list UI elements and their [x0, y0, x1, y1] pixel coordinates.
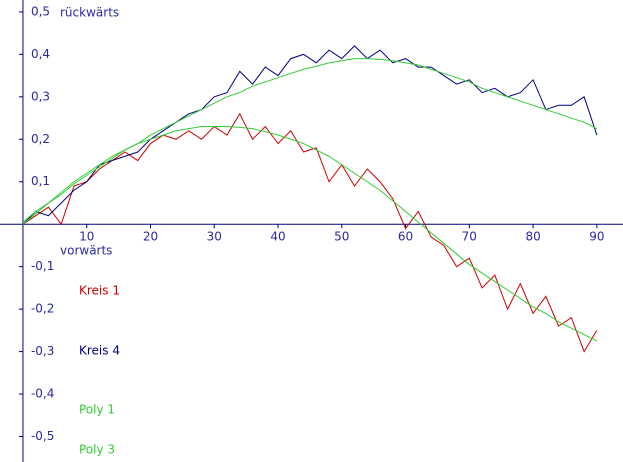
y-tick-label: -0,4 [31, 387, 54, 401]
y-tick-label: -0,3 [31, 344, 54, 358]
legend-entry: Kreis 1 [79, 284, 120, 298]
y-tick-label: 0,2 [31, 132, 50, 146]
series-line [22, 126, 598, 342]
y-tick-label: 0,5 [31, 4, 50, 18]
x-axis-label: vorwärts [60, 244, 112, 258]
x-tick-label: 50 [334, 230, 349, 244]
y-tick-label: 0,1 [31, 174, 50, 188]
y-axis-label: rückwärts [60, 6, 119, 20]
x-tick-label: 30 [207, 230, 222, 244]
series-line [22, 58, 598, 225]
x-tick-label: 70 [462, 230, 477, 244]
x-tick-label: 80 [525, 230, 540, 244]
x-tick-label: 90 [589, 230, 604, 244]
x-tick-label: 40 [270, 230, 285, 244]
y-tick-label: -0,2 [31, 302, 54, 316]
legend-entry: Poly 3 [79, 443, 115, 457]
series-line [22, 45, 598, 225]
y-tick-label: 0,3 [31, 89, 50, 103]
legend-entry: Kreis 4 [79, 344, 120, 358]
x-tick-label: 60 [398, 230, 413, 244]
series-line [22, 112, 598, 353]
y-tick-label: -0,5 [31, 429, 54, 443]
legend-entry: Poly 1 [79, 403, 115, 417]
x-tick-label: 20 [143, 230, 158, 244]
x-tick-label: 10 [79, 230, 94, 244]
y-tick-label: 0,4 [31, 47, 50, 61]
y-tick-label: -0,1 [31, 259, 54, 273]
